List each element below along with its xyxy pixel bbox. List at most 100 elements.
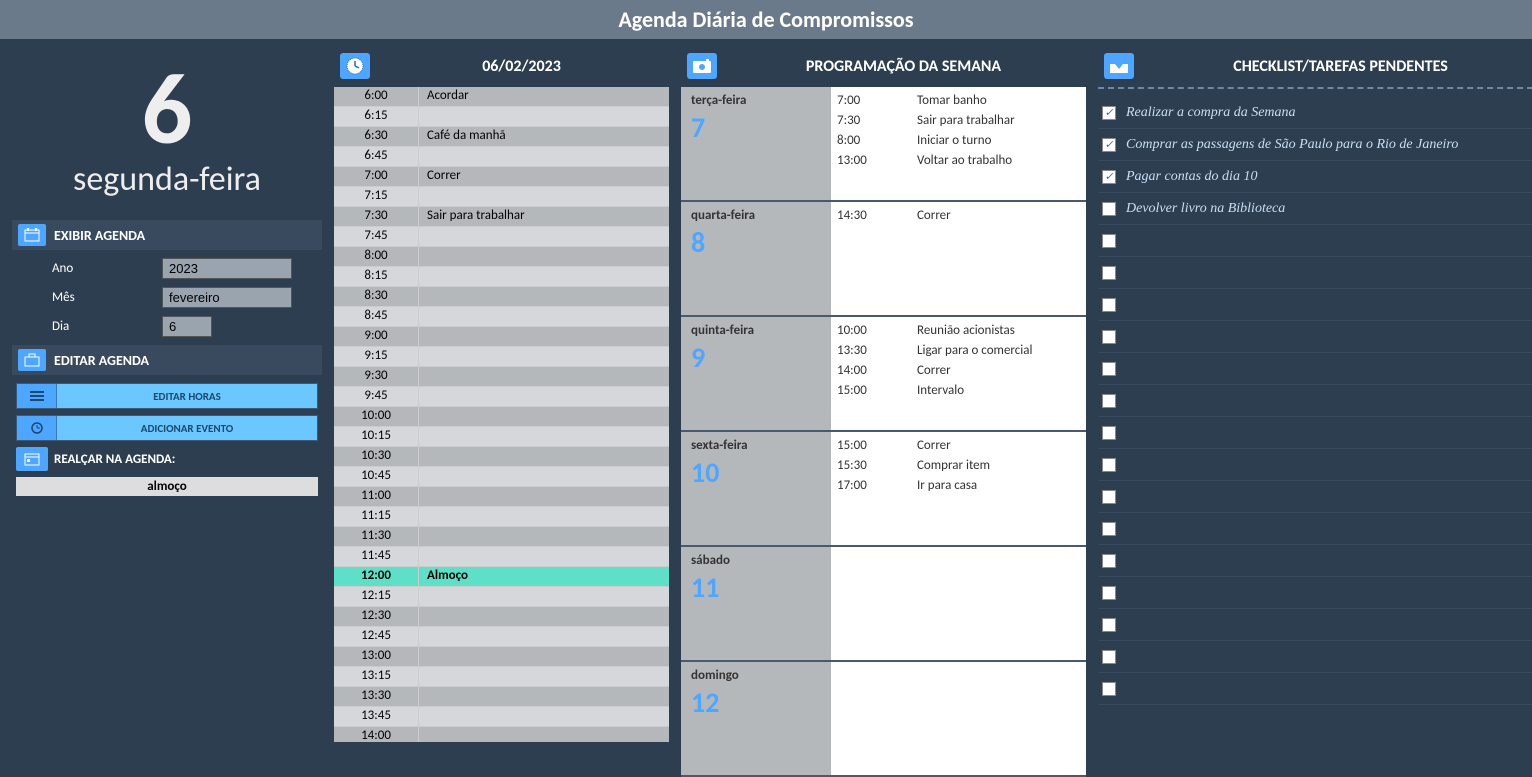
- week-day[interactable]: domingo12: [681, 662, 1086, 777]
- checkbox[interactable]: [1102, 650, 1116, 664]
- checkbox[interactable]: [1102, 266, 1116, 280]
- time-cell: 8:30: [334, 287, 419, 306]
- time-row[interactable]: 10:30: [334, 447, 669, 467]
- checkbox[interactable]: [1102, 682, 1116, 696]
- time-cell: 8:45: [334, 307, 419, 326]
- time-cell: 8:15: [334, 267, 419, 286]
- time-row[interactable]: 7:30Sair para trabalhar: [334, 207, 669, 227]
- checkbox[interactable]: [1102, 362, 1116, 376]
- checklist-row: ✓Pagar contas do dia 10: [1098, 161, 1532, 193]
- time-row[interactable]: 6:45: [334, 147, 669, 167]
- time-row[interactable]: 7:00Correr: [334, 167, 669, 187]
- edit-hours-button[interactable]: EDITAR HORAS: [16, 383, 318, 409]
- checkbox[interactable]: ✓: [1102, 138, 1116, 152]
- day-input[interactable]: [162, 316, 212, 337]
- checklist-row: [1098, 545, 1532, 577]
- event-cell: [419, 427, 669, 446]
- week-day-label: sábado11: [681, 547, 831, 660]
- year-input[interactable]: [162, 258, 292, 279]
- time-cell: 11:15: [334, 507, 419, 526]
- time-row[interactable]: 13:00: [334, 647, 669, 667]
- time-row[interactable]: 14:00: [334, 727, 669, 742]
- time-row[interactable]: 6:00Acordar: [334, 87, 669, 107]
- time-row[interactable]: 10:15: [334, 427, 669, 447]
- add-event-button[interactable]: ADICIONAR EVENTO: [16, 415, 318, 441]
- time-cell: 9:00: [334, 327, 419, 346]
- week-day[interactable]: sexta-feira1015:0015:3017:00CorrerCompra…: [681, 432, 1086, 547]
- time-row[interactable]: 7:45: [334, 227, 669, 247]
- time-row[interactable]: 6:15: [334, 107, 669, 127]
- checkbox[interactable]: ✓: [1102, 170, 1116, 184]
- time-row[interactable]: 12:00Almoço: [334, 567, 669, 587]
- time-row[interactable]: 8:15: [334, 267, 669, 287]
- time-cell: 6:45: [334, 147, 419, 166]
- time-row[interactable]: 6:30Café da manhã: [334, 127, 669, 147]
- time-row[interactable]: 8:45: [334, 307, 669, 327]
- event-cell: [419, 667, 669, 686]
- time-row[interactable]: 9:00: [334, 327, 669, 347]
- time-cell: 12:15: [334, 587, 419, 606]
- week-events: Tomar banhoSair para trabalharIniciar o …: [911, 87, 1086, 200]
- time-row[interactable]: 11:45: [334, 547, 669, 567]
- time-row[interactable]: 12:30: [334, 607, 669, 627]
- checkbox[interactable]: [1102, 490, 1116, 504]
- time-row[interactable]: 10:00: [334, 407, 669, 427]
- week-day[interactable]: terça-feira77:007:308:0013:00Tomar banho…: [681, 87, 1086, 202]
- week-day-number: 7: [691, 110, 821, 145]
- checklist-panel: CHECKLIST/TAREFAS PENDENTES ✓Realizar a …: [1098, 49, 1532, 777]
- time-row[interactable]: 8:00: [334, 247, 669, 267]
- checkbox[interactable]: [1102, 522, 1116, 536]
- checkbox[interactable]: [1102, 586, 1116, 600]
- checkbox[interactable]: [1102, 618, 1116, 632]
- week-day[interactable]: quarta-feira814:30Correr: [681, 202, 1086, 317]
- time-row[interactable]: 12:45: [334, 627, 669, 647]
- checkbox[interactable]: [1102, 298, 1116, 312]
- event-cell: [419, 347, 669, 366]
- time-row[interactable]: 7:15: [334, 187, 669, 207]
- checkbox[interactable]: [1102, 394, 1116, 408]
- checkbox[interactable]: ✓: [1102, 106, 1116, 120]
- checkbox[interactable]: [1102, 554, 1116, 568]
- clock-icon: [340, 53, 370, 79]
- time-row[interactable]: 13:15: [334, 667, 669, 687]
- week-body[interactable]: terça-feira77:007:308:0013:00Tomar banho…: [681, 87, 1086, 777]
- time-table[interactable]: 6:00Acordar6:156:30Café da manhã6:457:00…: [334, 87, 669, 742]
- day-name: segunda-feira: [12, 159, 322, 200]
- time-row[interactable]: 10:45: [334, 467, 669, 487]
- time-row[interactable]: 11:30: [334, 527, 669, 547]
- time-cell: 8:00: [334, 247, 419, 266]
- week-day-number: 9: [691, 340, 821, 375]
- time-cell: 10:30: [334, 447, 419, 466]
- time-cell: 11:00: [334, 487, 419, 506]
- time-row[interactable]: 8:30: [334, 287, 669, 307]
- time-row[interactable]: 13:45: [334, 707, 669, 727]
- checklist-row: [1098, 481, 1532, 513]
- checkbox[interactable]: [1102, 234, 1116, 248]
- checkbox[interactable]: [1102, 426, 1116, 440]
- checklist-row: [1098, 257, 1532, 289]
- month-input[interactable]: [162, 287, 292, 308]
- event-cell: [419, 107, 669, 126]
- checklist-row: [1098, 385, 1532, 417]
- time-row[interactable]: 9:15: [334, 347, 669, 367]
- event-cell: [419, 467, 669, 486]
- checklist-row: [1098, 225, 1532, 257]
- time-row[interactable]: 12:15: [334, 587, 669, 607]
- checkbox[interactable]: [1102, 330, 1116, 344]
- week-day[interactable]: sábado11: [681, 547, 1086, 662]
- time-row[interactable]: 11:15: [334, 507, 669, 527]
- checkbox[interactable]: [1102, 202, 1116, 216]
- week-day[interactable]: quinta-feira910:0013:3014:0015:00Reunião…: [681, 317, 1086, 432]
- event-cell: [419, 147, 669, 166]
- time-row[interactable]: 11:00: [334, 487, 669, 507]
- exhibit-agenda-header: EXIBIR AGENDA: [12, 220, 322, 250]
- time-cell: 10:45: [334, 467, 419, 486]
- time-row[interactable]: 9:45: [334, 387, 669, 407]
- time-row[interactable]: 13:30: [334, 687, 669, 707]
- checkbox[interactable]: [1102, 458, 1116, 472]
- time-cell: 13:30: [334, 687, 419, 706]
- highlight-value[interactable]: almoço: [16, 477, 318, 496]
- time-cell: 6:30: [334, 127, 419, 146]
- time-cell: 12:30: [334, 607, 419, 626]
- time-row[interactable]: 9:30: [334, 367, 669, 387]
